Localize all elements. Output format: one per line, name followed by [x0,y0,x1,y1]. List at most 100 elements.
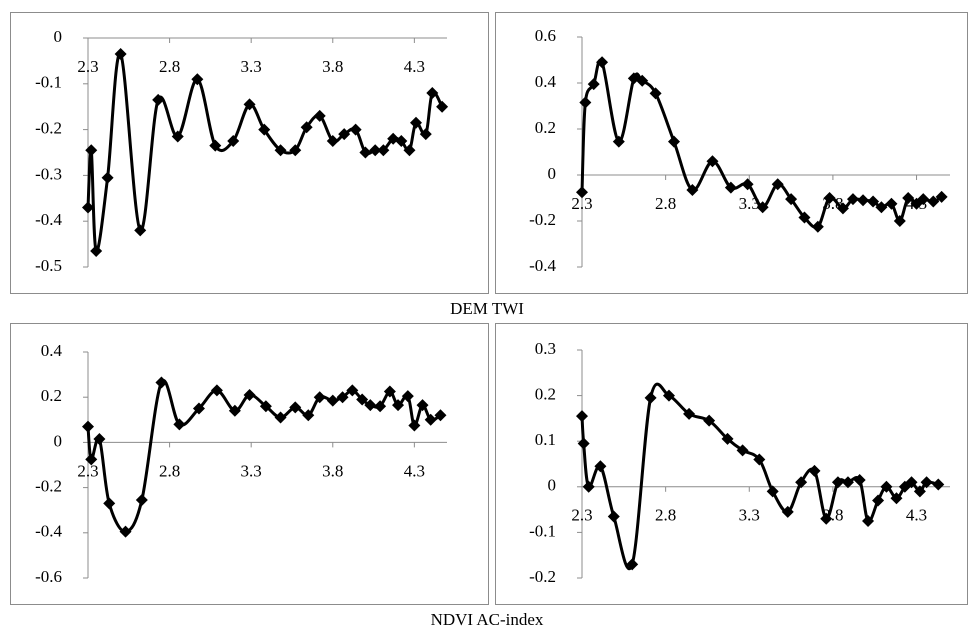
data-point [436,100,449,113]
chart-frame [10,12,489,294]
data-point [823,192,836,204]
data-point [579,96,592,109]
data-point [401,390,414,403]
data-point [766,485,779,498]
y-tick-label: 0 [548,164,557,183]
x-tick-label: 4.3 [906,506,927,525]
chart-frame [495,12,968,294]
y-tick-label: 0 [54,431,63,450]
data-point [359,146,372,159]
data-point [703,414,716,427]
x-tick-label: 3.8 [322,57,343,76]
data-point [369,144,382,157]
data-point [753,453,766,466]
data-point [846,193,859,206]
data-point [228,404,241,417]
data-point [686,183,699,196]
data-point [313,109,326,122]
data-point [313,391,326,404]
data-point [913,485,926,498]
y-tick-label: -0.2 [529,567,556,586]
data-point [875,201,888,214]
data-point [798,211,811,224]
data-point [346,384,359,397]
data-point [408,419,421,432]
y-tick-label: -0.2 [35,477,62,496]
data-point [210,384,223,397]
data-point [756,201,769,214]
data-point [736,444,749,457]
y-tick-label: 0.2 [41,386,62,405]
data-point [349,123,362,136]
data-point [171,130,184,143]
y-tick-label: 0 [54,27,63,46]
x-tick-label: 3.3 [241,57,262,76]
data-point [785,193,798,206]
data-point [662,389,675,402]
data-point [902,192,915,204]
x-tick-label: 3.3 [739,506,760,525]
data-point [90,244,103,257]
data-point [820,512,833,525]
data-point [119,525,132,538]
y-tick-label: 0 [548,476,557,495]
y-tick-label: -0.6 [35,567,62,586]
data-point [771,178,784,191]
data-point [134,224,147,237]
chart-frame [10,323,489,605]
data-point [409,116,422,129]
data-point [683,407,696,420]
data-point [383,385,396,398]
data-point [426,86,439,99]
data-point [209,139,222,152]
data-point [300,121,313,134]
data-point [594,460,607,473]
y-tick-label: -0.4 [529,256,556,275]
data-point [403,144,416,157]
x-tick-label: 4.3 [404,461,425,480]
x-tick-label: 4.3 [404,57,425,76]
data-point [917,193,930,206]
data-point [668,135,680,148]
y-tick-label: 0.2 [535,118,556,137]
data-point [627,72,640,85]
y-tick-label: -0.1 [529,521,556,540]
data-point [935,190,948,203]
data-point [82,420,94,433]
data-point [893,215,906,227]
y-tick-label: -0.4 [35,522,62,541]
data-point [836,202,849,215]
y-tick-label: 0.2 [535,385,556,404]
data-point [419,128,432,141]
data-point [243,388,256,401]
data-point [289,144,302,157]
data-point [607,510,620,523]
y-tick-label: -0.2 [35,119,62,138]
data-point [721,432,734,445]
x-tick-label: 2.8 [655,194,676,213]
data-point [890,492,903,505]
data-point [395,135,408,148]
chart-frame [495,323,968,605]
data-point [880,480,893,493]
data-point [152,93,165,106]
data-point [781,505,794,518]
x-tick-label: 2.8 [159,461,180,480]
data-point [706,155,719,168]
data-point [416,399,429,412]
x-tick-label: 2.3 [77,57,98,76]
data-point [885,197,898,210]
data-point [811,220,824,233]
data-point [576,186,588,199]
data-point [192,402,205,415]
data-point [596,56,609,69]
y-tick-label: 0.3 [535,339,556,358]
data-point [173,418,186,431]
y-tick-label: 0.1 [535,430,556,449]
data-point [853,473,866,486]
data-point [85,144,98,157]
x-tick-label: 2.8 [655,506,676,525]
data-point [326,135,339,148]
data-point [905,476,918,489]
